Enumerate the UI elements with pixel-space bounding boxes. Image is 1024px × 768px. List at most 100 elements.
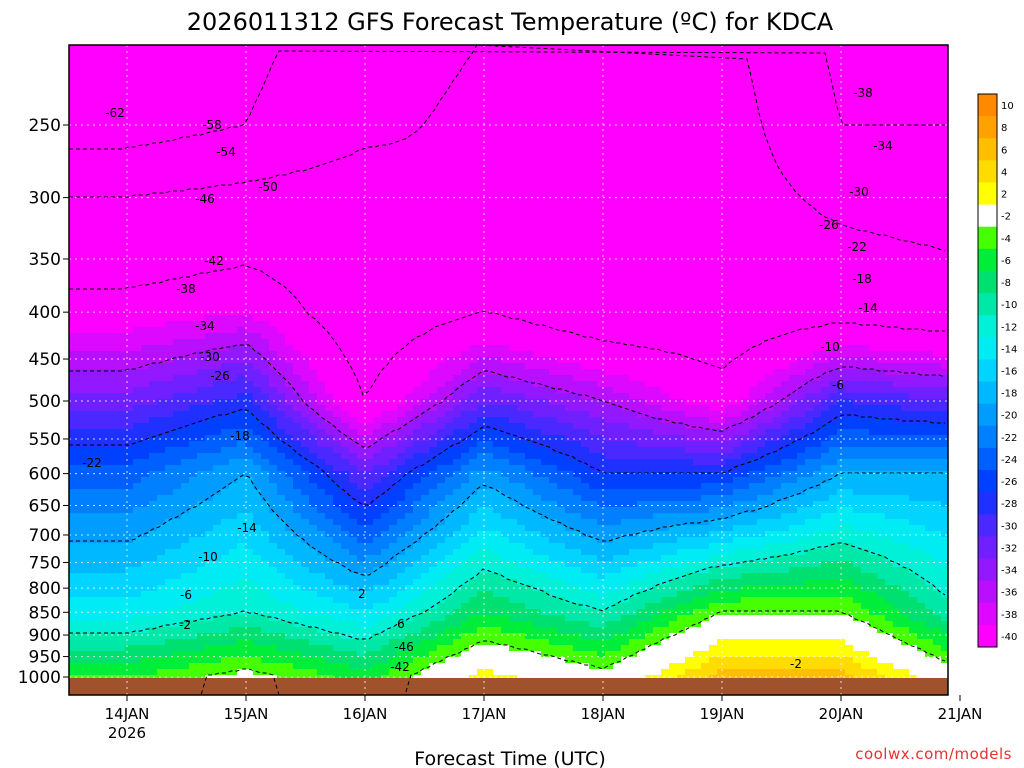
- field-cell: [309, 93, 318, 100]
- field-cell: [293, 489, 302, 496]
- field-cell: [149, 69, 158, 76]
- field-cell: [317, 291, 326, 298]
- field-cell: [429, 393, 438, 400]
- field-cell: [389, 507, 398, 514]
- field-cell: [365, 315, 374, 322]
- field-cell: [333, 429, 342, 436]
- field-cell: [381, 543, 390, 550]
- field-cell: [413, 507, 422, 514]
- field-cell: [109, 663, 118, 670]
- field-cell: [277, 219, 286, 226]
- field-cell: [253, 495, 262, 502]
- field-cell: [285, 513, 294, 520]
- field-cell: [381, 651, 390, 658]
- field-cell: [117, 123, 126, 130]
- field-cell: [197, 93, 206, 100]
- field-cell: [93, 537, 102, 544]
- field-cell: [69, 261, 78, 268]
- field-cell: [93, 201, 102, 208]
- field-cell: [285, 129, 294, 136]
- field-cell: [181, 357, 190, 364]
- field-cell: [141, 549, 150, 556]
- field-cell: [429, 399, 438, 406]
- field-cell: [325, 459, 334, 466]
- field-cell: [189, 621, 198, 628]
- field-cell: [221, 141, 230, 148]
- field-cell: [205, 639, 214, 646]
- field-cell: [429, 381, 438, 388]
- field-cell: [205, 105, 214, 112]
- field-cell: [389, 489, 398, 496]
- field-cell: [389, 57, 398, 64]
- field-cell: [253, 285, 262, 292]
- field-cell: [397, 57, 406, 64]
- field-cell: [277, 405, 286, 412]
- field-cell: [333, 291, 342, 298]
- field-cell: [197, 333, 206, 340]
- field-cell: [205, 609, 214, 616]
- field-cell: [205, 633, 214, 640]
- field-cell: [149, 615, 158, 622]
- field-cell: [213, 483, 222, 490]
- field-cell: [77, 231, 86, 238]
- field-cell: [389, 501, 398, 508]
- field-cell: [85, 309, 94, 316]
- field-cell: [141, 219, 150, 226]
- field-cell: [141, 453, 150, 460]
- field-cell: [293, 459, 302, 466]
- field-cell: [149, 159, 158, 166]
- field-cell: [317, 75, 326, 82]
- field-cell: [189, 75, 198, 82]
- field-cell: [101, 105, 110, 112]
- field-cell: [301, 423, 310, 430]
- field-cell: [93, 375, 102, 382]
- field-cell: [213, 333, 222, 340]
- field-cell: [181, 117, 190, 124]
- field-cell: [93, 81, 102, 88]
- field-cell: [117, 45, 126, 52]
- field-cell: [125, 231, 134, 238]
- field-cell: [253, 579, 262, 586]
- field-cell: [133, 363, 142, 370]
- field-cell: [429, 309, 438, 316]
- field-cell: [261, 537, 270, 544]
- field-cell: [93, 315, 102, 322]
- field-cell: [293, 501, 302, 508]
- field-cell: [293, 249, 302, 256]
- field-cell: [405, 303, 414, 310]
- field-cell: [341, 243, 350, 250]
- field-cell: [357, 123, 366, 130]
- field-cell: [221, 327, 230, 334]
- field-cell: [261, 369, 270, 376]
- field-cell: [317, 633, 326, 640]
- field-cell: [181, 381, 190, 388]
- field-cell: [229, 57, 238, 64]
- field-cell: [277, 213, 286, 220]
- field-cell: [165, 573, 174, 580]
- field-cell: [333, 633, 342, 640]
- field-cell: [293, 297, 302, 304]
- field-cell: [405, 549, 414, 556]
- field-cell: [317, 111, 326, 118]
- field-cell: [101, 645, 110, 652]
- field-cell: [365, 273, 374, 280]
- field-cell: [229, 129, 238, 136]
- field-cell: [309, 495, 318, 502]
- field-cell: [357, 177, 366, 184]
- field-cell: [373, 387, 382, 394]
- field-cell: [317, 417, 326, 424]
- field-cell: [109, 183, 118, 190]
- field-cell: [309, 363, 318, 370]
- field-cell: [189, 117, 198, 124]
- field-cell: [301, 531, 310, 538]
- field-cell: [293, 375, 302, 382]
- field-cell: [245, 405, 254, 412]
- field-cell: [221, 147, 230, 154]
- field-cell: [285, 567, 294, 574]
- field-cell: [389, 363, 398, 370]
- field-cell: [157, 315, 166, 322]
- field-cell: [125, 303, 134, 310]
- field-cell: [421, 57, 430, 64]
- field-cell: [253, 123, 262, 130]
- field-cell: [141, 489, 150, 496]
